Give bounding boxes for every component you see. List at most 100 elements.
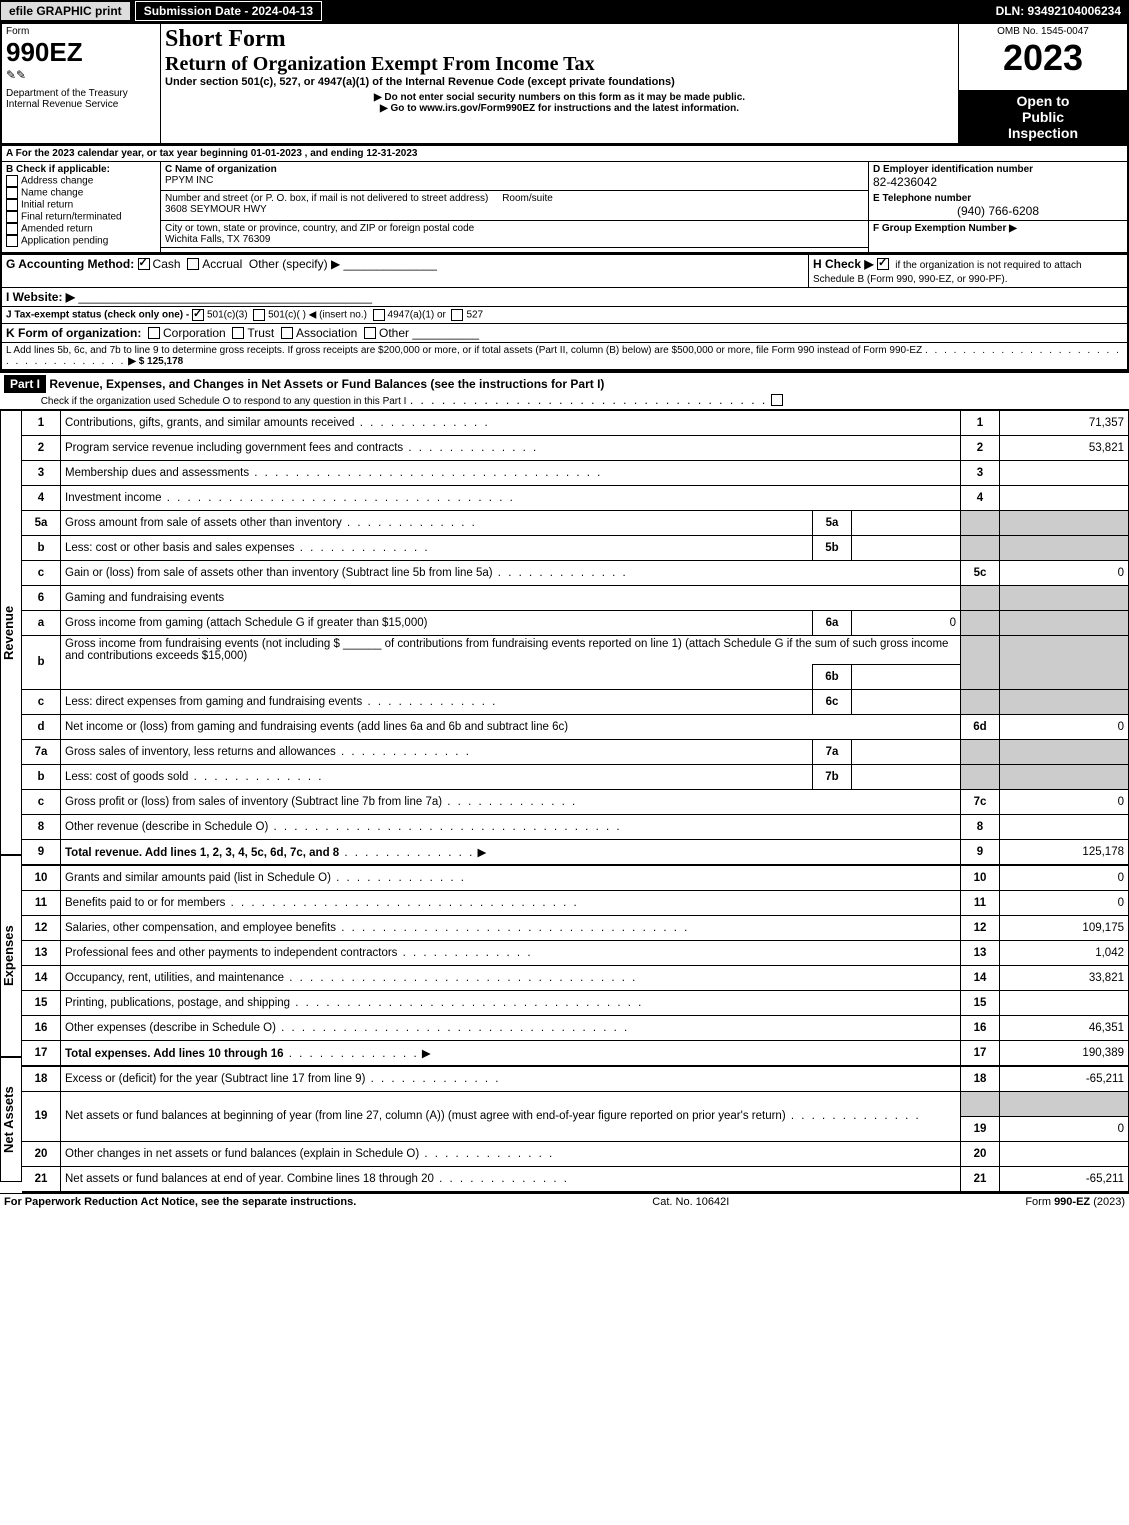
line-12-amount: 109,175 bbox=[1000, 915, 1129, 940]
goto-link[interactable]: ▶ Go to www.irs.gov/Form990EZ for instru… bbox=[165, 103, 954, 114]
lbl-amended-return: Amended return bbox=[21, 223, 93, 234]
part1-tag: Part I bbox=[4, 375, 46, 393]
line-6b-num: b bbox=[22, 635, 61, 689]
cb-accrual[interactable] bbox=[187, 258, 199, 270]
city-state-zip: Wichita Falls, TX 76309 bbox=[165, 234, 864, 245]
cb-final-return[interactable] bbox=[6, 211, 18, 223]
line-2-amount: 53,821 bbox=[1000, 435, 1129, 460]
line-15-ln: 15 bbox=[961, 990, 1000, 1015]
line-11-amount: 0 bbox=[1000, 890, 1129, 915]
lbl-final-return: Final return/terminated bbox=[21, 211, 122, 222]
line-5a-sub: 5a bbox=[813, 510, 852, 535]
lbl-accrual: Accrual bbox=[202, 257, 242, 271]
line-18-num: 18 bbox=[22, 1066, 61, 1092]
street-address: 3608 SEYMOUR HWY bbox=[165, 204, 864, 215]
lbl-application-pending: Application pending bbox=[21, 235, 108, 246]
phone-value: (940) 766-6208 bbox=[873, 204, 1123, 218]
footer-left: For Paperwork Reduction Act Notice, see … bbox=[4, 1196, 356, 1208]
c-city-label: City or town, state or province, country… bbox=[165, 223, 864, 234]
submission-date: Submission Date - 2024-04-13 bbox=[135, 1, 322, 21]
cb-4947[interactable] bbox=[373, 309, 385, 321]
cb-527[interactable] bbox=[451, 309, 463, 321]
cb-501c[interactable] bbox=[253, 309, 265, 321]
line-15-amount bbox=[1000, 990, 1129, 1015]
line-6a-num: a bbox=[22, 610, 61, 635]
line-14-amount: 33,821 bbox=[1000, 965, 1129, 990]
line-6c-sub: 6c bbox=[813, 689, 852, 714]
lines-table: 1 Contributions, gifts, grants, and simi… bbox=[22, 410, 1129, 1193]
cb-address-change[interactable] bbox=[6, 175, 18, 187]
line-11-num: 11 bbox=[22, 890, 61, 915]
line-5c-ln: 5c bbox=[961, 560, 1000, 585]
cb-501c3[interactable] bbox=[192, 309, 204, 321]
line-2-num: 2 bbox=[22, 435, 61, 460]
ein-value: 82-4236042 bbox=[873, 175, 1123, 189]
line-7c-amount: 0 bbox=[1000, 789, 1129, 814]
line-7b-subval bbox=[852, 764, 961, 789]
form-header-table: Form 990EZ ✎✎ Department of the Treasury… bbox=[0, 22, 1129, 145]
line-6a-sub: 6a bbox=[813, 610, 852, 635]
cb-trust[interactable] bbox=[232, 327, 244, 339]
j-label: J Tax-exempt status (check only one) - bbox=[6, 309, 189, 320]
line-18-amount: -65,211 bbox=[1000, 1066, 1129, 1092]
lbl-address-change: Address change bbox=[21, 175, 93, 186]
line-16-text: Other expenses (describe in Schedule O) bbox=[65, 1022, 276, 1034]
footer-center: Cat. No. 10642I bbox=[652, 1196, 729, 1208]
irs-label: Internal Revenue Service bbox=[6, 99, 156, 110]
line-20-ln: 20 bbox=[961, 1141, 1000, 1166]
cb-name-change[interactable] bbox=[6, 187, 18, 199]
line-5a-text: Gross amount from sale of assets other t… bbox=[65, 517, 342, 529]
revenue-tab: Revenue bbox=[0, 410, 22, 855]
line-9-amount: 125,178 bbox=[1000, 839, 1129, 865]
line-6a-text: Gross income from gaming (attach Schedul… bbox=[65, 617, 427, 629]
line-6c-num: c bbox=[22, 689, 61, 714]
line-6-text: Gaming and fundraising events bbox=[61, 585, 961, 610]
cb-schedule-b[interactable] bbox=[877, 258, 889, 270]
line-14-num: 14 bbox=[22, 965, 61, 990]
line-13-amount: 1,042 bbox=[1000, 940, 1129, 965]
line-17-ln: 17 bbox=[961, 1040, 1000, 1066]
cb-schedule-o[interactable] bbox=[771, 394, 783, 406]
cb-initial-return[interactable] bbox=[6, 199, 18, 211]
line-4-ln: 4 bbox=[961, 485, 1000, 510]
cb-corp[interactable] bbox=[148, 327, 160, 339]
line-7c-num: c bbox=[22, 789, 61, 814]
lbl-name-change: Name change bbox=[21, 187, 83, 198]
line-9-ln: 9 bbox=[961, 839, 1000, 865]
line-13-num: 13 bbox=[22, 940, 61, 965]
efile-print-button[interactable]: efile GRAPHIC print bbox=[0, 1, 131, 21]
line-5c-text: Gain or (loss) from sale of assets other… bbox=[65, 567, 493, 579]
lbl-501c3: 501(c)(3) bbox=[207, 309, 248, 320]
line-6d-num: d bbox=[22, 714, 61, 739]
line-5b-num: b bbox=[22, 535, 61, 560]
cb-other-org[interactable] bbox=[364, 327, 376, 339]
line-9-num: 9 bbox=[22, 839, 61, 865]
cb-application-pending[interactable] bbox=[6, 235, 18, 247]
line-3-ln: 3 bbox=[961, 460, 1000, 485]
line-6-num: 6 bbox=[22, 585, 61, 610]
line-20-amount bbox=[1000, 1141, 1129, 1166]
open-to: Open to bbox=[963, 93, 1123, 109]
line-9-text: Total revenue. Add lines 1, 2, 3, 4, 5c,… bbox=[65, 847, 339, 859]
line-16-num: 16 bbox=[22, 1015, 61, 1040]
line-4-amount bbox=[1000, 485, 1129, 510]
line-12-ln: 12 bbox=[961, 915, 1000, 940]
line-6b-sub: 6b bbox=[813, 664, 852, 689]
line-10-amount: 0 bbox=[1000, 865, 1129, 891]
cb-amended-return[interactable] bbox=[6, 223, 18, 235]
line-10-ln: 10 bbox=[961, 865, 1000, 891]
line-12-num: 12 bbox=[22, 915, 61, 940]
form-word: Form bbox=[6, 26, 156, 37]
top-bar: efile GRAPHIC print Submission Date - 20… bbox=[0, 0, 1129, 22]
line-6d-amount: 0 bbox=[1000, 714, 1129, 739]
line-14-ln: 14 bbox=[961, 965, 1000, 990]
cb-assoc[interactable] bbox=[281, 327, 293, 339]
line-8-amount bbox=[1000, 814, 1129, 839]
line-11-text: Benefits paid to or for members bbox=[65, 897, 225, 909]
line-a: A For the 2023 calendar year, or tax yea… bbox=[1, 145, 1128, 161]
line-b-label: B Check if applicable: bbox=[6, 164, 156, 175]
line-2-ln: 2 bbox=[961, 435, 1000, 460]
line-3-amount bbox=[1000, 460, 1129, 485]
line-17-num: 17 bbox=[22, 1040, 61, 1066]
cb-cash[interactable] bbox=[138, 258, 150, 270]
